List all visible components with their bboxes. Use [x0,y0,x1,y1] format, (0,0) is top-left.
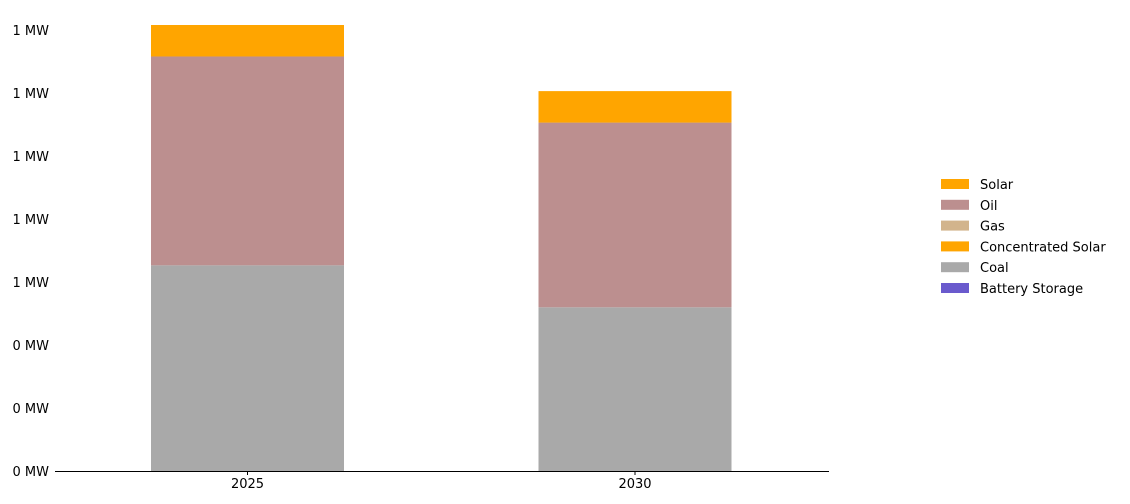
legend-swatch-gas [941,220,969,231]
bar-segment-coal-2025 [151,265,344,471]
legend-swatch-battery-storage [941,283,969,293]
legend-swatch-coal [941,262,969,273]
x-axis: 2025 2030 [55,471,829,492]
y-tick-label-4: 1 MW [13,213,50,228]
legend-label-battery-storage: Battery Storage [980,282,1083,297]
y-tick-label-2: 0 MW [13,339,50,354]
legend-label-concentrated-solar: Concentrated Solar [980,240,1106,255]
legend-label-solar: Solar [980,178,1014,193]
y-tick-label-7: 1 MW [13,24,50,39]
bar-segment-coal-2030 [538,307,732,471]
x-tick-label-2030: 2030 [618,477,651,492]
legend-swatch-solar [941,179,969,189]
legend-swatch-oil [941,199,969,210]
y-axis: 0 MW 0 MW 0 MW 1 MW 1 MW 1 MW 1 MW 1 MW [13,24,50,480]
y-tick-label-1: 0 MW [13,402,50,417]
legend-label-gas: Gas [980,220,1005,235]
y-tick-label-6: 1 MW [13,87,50,102]
bar-segment-solar-2025 [151,25,344,57]
x-tick-label-2025: 2025 [231,477,264,492]
legend-swatch-concentrated-solar [941,241,969,252]
legend-label-oil: Oil [980,199,997,214]
bar-segment-oil-2025 [151,56,344,266]
legend-label-coal: Coal [980,261,1009,276]
bars-layer [151,25,732,471]
legend: Solar Oil Gas Concentrated Solar Coal Battery… [941,178,1106,297]
bar-segment-oil-2030 [538,122,732,308]
y-tick-label-0: 0 MW [13,465,50,480]
bar-segment-solar-2030 [538,91,732,123]
y-tick-label-3: 1 MW [13,276,50,291]
y-tick-label-5: 1 MW [13,150,50,165]
